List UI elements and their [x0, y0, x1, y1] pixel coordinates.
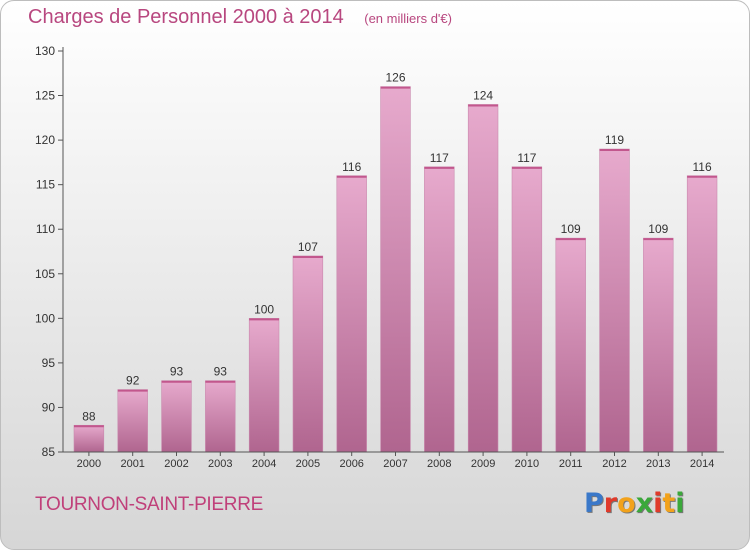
data-label: 93 [170, 365, 184, 379]
data-label: 109 [648, 222, 668, 236]
data-label: 107 [298, 240, 318, 254]
commune-name: TOURNON-SAINT-PIERRE [35, 494, 264, 515]
bar-2008 [424, 166, 455, 453]
x-tick-label: 2007 [383, 458, 407, 470]
bar-2011 [555, 237, 586, 453]
bar-2012 [599, 148, 630, 453]
logo-letter: r [603, 488, 618, 519]
y-tick-label: 130 [35, 44, 55, 58]
y-tick-label: 85 [42, 445, 56, 459]
logo-letter: x [635, 488, 654, 519]
data-label: 119 [605, 133, 624, 147]
bar-2004 [248, 318, 280, 453]
bar-2013 [643, 237, 674, 453]
data-label: 100 [254, 302, 274, 316]
x-tick-label: 2005 [296, 458, 320, 470]
bar-2006 [336, 175, 367, 453]
y-tick-label: 115 [36, 178, 55, 192]
y-tick-label: 95 [42, 356, 56, 370]
bar-2003 [205, 380, 236, 453]
bar-2009 [467, 104, 499, 453]
bar-2002 [161, 380, 192, 453]
data-label: 109 [561, 222, 581, 236]
bar-2005 [292, 255, 324, 453]
data-label: 88 [82, 409, 96, 423]
data-label: 117 [517, 151, 536, 165]
data-label: 126 [385, 71, 405, 85]
x-tick-label: 2014 [690, 458, 714, 470]
data-label: 116 [693, 160, 712, 174]
x-tick-label: 2000 [77, 458, 101, 470]
x-tick-label: 2008 [427, 458, 451, 470]
y-tick-label: 125 [35, 89, 55, 103]
bar-2001 [117, 389, 148, 453]
chart-subtitle: (en milliers d'€) [364, 11, 452, 26]
y-tick-label: 120 [35, 133, 55, 147]
y-tick-label: 105 [35, 267, 55, 281]
data-label: 124 [473, 88, 493, 102]
data-label: 116 [342, 160, 361, 174]
data-label: 92 [126, 374, 140, 388]
proxiti-logo[interactable]: Proxiti [584, 488, 685, 519]
axes-layer: 2000 2001 2002 2003 2004 2005 2006 2007 2008 2009… [35, 44, 724, 470]
x-tick-label: 2011 [559, 458, 583, 470]
logo-letter: i [675, 488, 685, 519]
x-tick-label: 2006 [339, 458, 363, 470]
y-tick-label: 90 [42, 400, 56, 414]
chart-header: Charges de Personnel 2000 à 2014 (en mil… [28, 6, 452, 29]
x-tick-label: 2003 [208, 458, 232, 470]
bar-2000 [73, 424, 105, 453]
x-tick-label: 2012 [602, 458, 626, 470]
x-tick-label: 2004 [252, 458, 276, 470]
logo-letter: P [584, 488, 604, 519]
x-tick-label: 2009 [471, 458, 495, 470]
x-tick-label: 2010 [515, 458, 539, 470]
x-tick-label: 2013 [646, 458, 670, 470]
bar-2007 [380, 86, 411, 453]
logo-letter: o [617, 488, 636, 519]
bar-2014 [686, 175, 718, 453]
logo-letter: i [653, 488, 663, 519]
y-tick-label: 100 [35, 311, 55, 325]
data-label: 93 [214, 365, 228, 379]
chart-title: Charges de Personnel 2000 à 2014 [28, 6, 344, 28]
bars-layer: 88 92 93 93 100 107 116 126 117 124 117 109 119 109 11… [73, 71, 718, 453]
bar-2010 [511, 166, 543, 453]
x-tick-label: 2002 [164, 458, 188, 470]
data-label: 117 [430, 151, 449, 165]
logo-letter: t [662, 488, 676, 519]
y-tick-label: 110 [36, 222, 55, 236]
x-tick-label: 2001 [120, 458, 144, 470]
